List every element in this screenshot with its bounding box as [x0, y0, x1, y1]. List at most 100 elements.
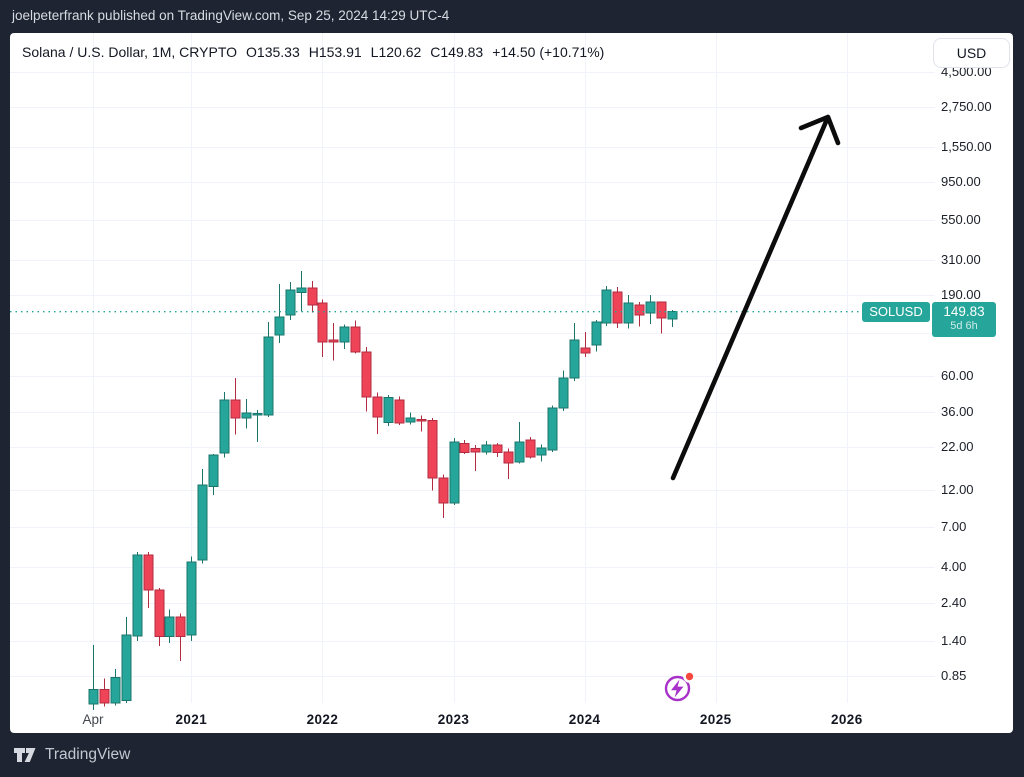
candle-2023-08 — [525, 437, 536, 459]
candle-2024-09 — [667, 309, 678, 327]
candle-2022-01 — [317, 299, 328, 357]
attribution-text: joelpeterfrank published on TradingView.… — [12, 8, 450, 23]
candle-2020-10 — [154, 587, 165, 647]
flash-reaction-icon[interactable] — [664, 670, 696, 702]
tradingview-logo-icon — [14, 747, 36, 762]
footer-bar: TradingView — [0, 733, 1024, 777]
candle-2020-04 — [88, 644, 99, 710]
price-tick-label: 950.00 — [941, 173, 981, 189]
ohlc-high: H153.91 — [308, 44, 362, 60]
time-tick-label: 2026 — [830, 712, 863, 727]
last-price-value: 149.83 — [943, 303, 985, 319]
price-tick-label: 310.00 — [941, 252, 981, 268]
candle-2023-10 — [547, 405, 558, 452]
price-tick-label: 2,750.00 — [941, 98, 992, 114]
candle-2024-03 — [601, 285, 612, 327]
bar-countdown: 5d 6h — [950, 319, 978, 332]
candle-2021-07 — [252, 410, 263, 443]
candle-2023-07 — [514, 421, 525, 464]
price-tick-label: 60.00 — [941, 368, 974, 384]
candle-2020-11 — [164, 609, 175, 643]
price-tick-label: 190.00 — [941, 286, 981, 302]
candle-2022-08 — [394, 396, 405, 425]
candle-2021-09 — [274, 283, 285, 344]
candle-2020-06 — [110, 668, 121, 706]
candle-2022-10 — [416, 415, 427, 432]
price-tick-label: 1.40 — [941, 632, 967, 648]
candle-2021-03 — [208, 454, 219, 496]
candle-2022-02 — [328, 322, 339, 361]
price-chart-plot — [10, 33, 935, 710]
candle-2022-03 — [339, 324, 350, 350]
candle-2022-09 — [405, 412, 416, 425]
price-tick-label: 22.00 — [941, 438, 974, 454]
last-price-symbol: SOLUSD — [869, 304, 923, 320]
candle-2021-04 — [219, 391, 230, 458]
candle-2024-07 — [645, 294, 656, 324]
price-tick-label: 12.00 — [941, 481, 974, 497]
candle-2021-02 — [197, 469, 208, 564]
time-tick-label: 2024 — [568, 712, 601, 727]
candle-2024-05 — [623, 294, 634, 329]
candle-2023-12 — [569, 322, 580, 381]
candlestick-series — [88, 270, 678, 710]
tradingview-brand-text: TradingView — [45, 746, 131, 763]
candle-2023-03 — [470, 445, 481, 472]
price-tick-label: 4.00 — [941, 558, 967, 574]
candle-2023-09 — [536, 444, 547, 462]
candle-2022-05 — [361, 346, 372, 412]
candle-2020-07 — [121, 617, 132, 703]
candle-2021-06 — [241, 398, 252, 429]
ohlc-change: +14.50 (+10.71%) — [492, 44, 605, 60]
last-price-label: 149.83 5d 6h — [932, 301, 996, 337]
trend-arrow-drawing — [670, 114, 841, 481]
price-tick-label: 550.00 — [941, 212, 981, 228]
candle-2023-02 — [459, 439, 470, 455]
time-tick-label: 2025 — [699, 712, 732, 727]
candle-2020-12 — [175, 613, 186, 662]
price-tick-label: 1,550.00 — [941, 139, 992, 155]
ohlc-low: L120.62 — [370, 44, 422, 60]
candle-2024-08 — [656, 301, 667, 334]
candle-2024-02 — [591, 320, 602, 352]
candle-2022-06 — [372, 392, 383, 435]
time-tick-label: Apr — [82, 712, 104, 727]
candle-2024-01 — [580, 332, 591, 357]
candle-2022-12 — [438, 474, 449, 519]
last-price-symbol-pill: SOLUSD — [862, 301, 930, 322]
candle-2020-05 — [99, 678, 110, 707]
candle-2022-11 — [427, 418, 438, 491]
price-tick-label: 2.40 — [941, 594, 967, 610]
candle-2023-04 — [481, 440, 492, 455]
attribution-bar: joelpeterfrank published on TradingView.… — [0, 0, 1024, 33]
candle-2021-05 — [230, 378, 241, 435]
grid-lines — [10, 33, 935, 703]
candle-2020-08 — [132, 551, 143, 641]
price-tick-label: 7.00 — [941, 519, 967, 535]
ohlc-close: C149.83 — [430, 44, 484, 60]
ohlc-open: O135.33 — [246, 44, 300, 60]
chart-window: Solana / U.S. Dollar, 1M, CRYPTO O135.33 H… — [10, 33, 1013, 733]
currency-toggle-button[interactable]: USD — [933, 38, 1010, 68]
candle-2021-01 — [186, 556, 197, 641]
candle-2023-11 — [558, 370, 569, 411]
candle-2021-12 — [307, 281, 318, 313]
candle-2023-05 — [492, 442, 503, 458]
time-tick-label: 2022 — [306, 712, 339, 727]
candle-2023-06 — [503, 448, 514, 480]
price-tick-label: 36.00 — [941, 404, 974, 420]
candle-2024-04 — [612, 287, 623, 328]
candle-2021-11 — [296, 270, 307, 312]
candle-2020-09 — [143, 551, 154, 609]
candle-2023-01 — [449, 437, 460, 506]
symbol-title: Solana / U.S. Dollar, 1M, CRYPTO — [22, 44, 238, 60]
time-tick-label: 2021 — [175, 712, 208, 727]
candle-2022-04 — [350, 320, 361, 354]
candle-2022-07 — [383, 394, 394, 427]
candle-2021-10 — [285, 281, 296, 321]
time-tick-label: 2023 — [437, 712, 470, 727]
candle-2021-08 — [263, 322, 274, 418]
chart-legend: Solana / U.S. Dollar, 1M, CRYPTO O135.33 H… — [22, 44, 604, 60]
price-tick-label: 0.85 — [941, 668, 967, 683]
